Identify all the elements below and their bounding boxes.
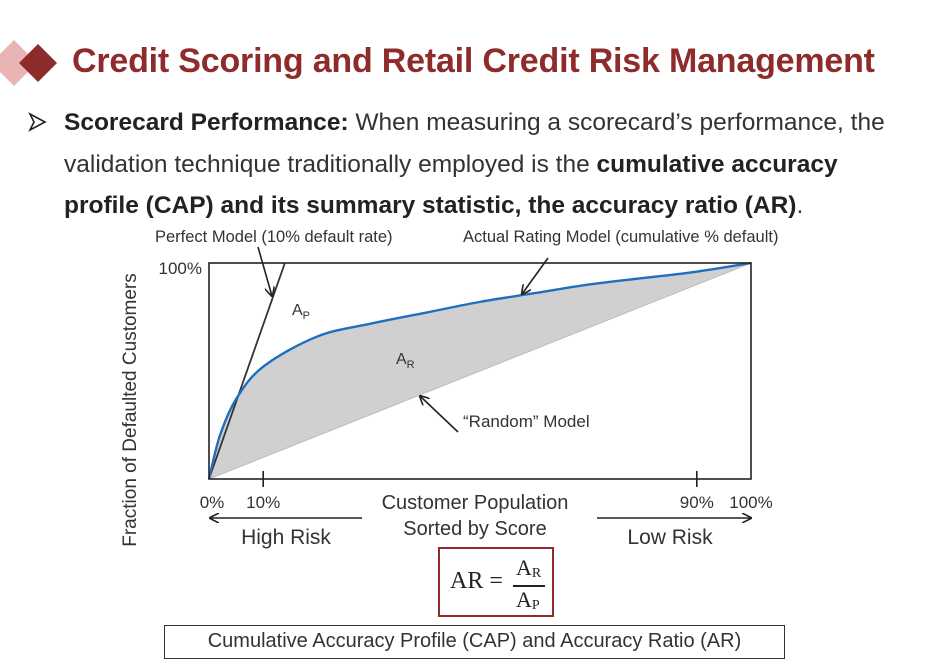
- perfect-model-label: Perfect Model (10% default rate): [155, 228, 393, 246]
- bullet-paragraph: Scorecard Performance: When measuring a …: [64, 102, 909, 227]
- y-axis-label: Fraction of Defaulted Customers: [120, 273, 141, 547]
- actual-model-pointer: [522, 257, 549, 294]
- bullet-text-1: When measuring a scorecard’s performance…: [64, 109, 885, 178]
- brand-diamond-logo: [0, 40, 57, 86]
- bullet-label: Scorecard Performance:: [64, 109, 349, 136]
- x-axis-label-line2: Sorted by Score: [403, 518, 546, 540]
- diamond-shape-light: [0, 40, 37, 86]
- y-tick-label: 100%: [159, 259, 202, 278]
- x-axis-label-line1: Customer Population: [382, 492, 569, 514]
- high-risk-label: High Risk: [241, 526, 331, 549]
- area-p-label: AP: [292, 302, 310, 322]
- fraction-bar: [513, 585, 545, 587]
- x-tick-label: 10%: [246, 493, 280, 512]
- page-title: Credit Scoring and Retail Credit Risk Ma…: [72, 42, 875, 80]
- bullet-text-2: .: [796, 192, 804, 219]
- x-tick-label: 100%: [729, 493, 772, 512]
- actual-model-label: Actual Rating Model (cumulative % defaul…: [463, 228, 778, 246]
- formula-lhs: AR =: [450, 568, 503, 594]
- random-model-line: [208, 262, 752, 480]
- low-risk-label: Low Risk: [627, 526, 713, 549]
- random-model-pointer: [420, 396, 459, 433]
- x-tick-label: 0%: [200, 493, 225, 512]
- formula-numerator: AR: [516, 555, 542, 581]
- plot-frame: [208, 262, 752, 480]
- x-tick-label: 90%: [680, 493, 714, 512]
- figure-caption: Cumulative Accuracy Profile (CAP) and Ac…: [164, 625, 785, 659]
- diamond-shape-dark: [19, 44, 57, 82]
- actual-model-curve: [207, 261, 752, 480]
- accuracy-ratio-formula: AR = AR AP: [438, 547, 554, 617]
- arrowhead-bullet-icon: [28, 112, 47, 132]
- formula-denominator: AP: [516, 587, 540, 613]
- perfect-model-line: [208, 262, 286, 480]
- random-model-label: “Random” Model: [463, 412, 590, 431]
- perfect-model-pointer: [257, 246, 272, 296]
- bullet-emphasis: cumulative accuracy profile (CAP) and it…: [64, 150, 838, 220]
- area-r-label: AR: [396, 351, 415, 371]
